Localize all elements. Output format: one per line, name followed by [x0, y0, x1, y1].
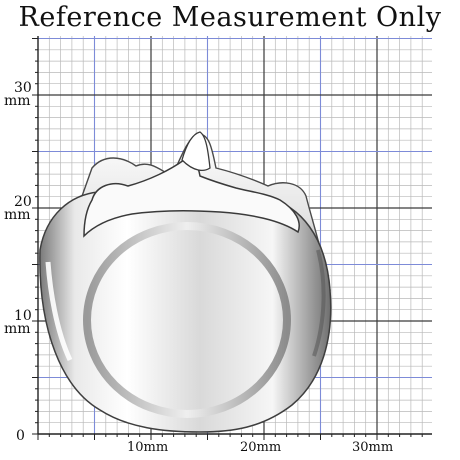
ring-ornament-back	[68, 133, 331, 301]
y-label-10: 10 mm	[4, 308, 32, 337]
ring-prong-center	[181, 131, 211, 172]
y-label-20: 20 mm	[4, 194, 32, 223]
ring-inner-opening	[83, 222, 291, 418]
page-title: Reference Measurement Only	[18, 2, 442, 33]
ring-shadow-right	[312, 249, 326, 357]
origin-label: 0	[16, 428, 25, 444]
x-label-30: 30mm	[352, 440, 394, 455]
y-label-30: 30 mm	[4, 80, 32, 109]
ring-ornament-front	[83, 158, 300, 238]
x-label-10: 10mm	[127, 440, 169, 455]
silver-ring-icon	[39, 131, 332, 433]
x-label-20: 20mm	[240, 440, 282, 455]
ring-highlight-left	[45, 261, 73, 362]
